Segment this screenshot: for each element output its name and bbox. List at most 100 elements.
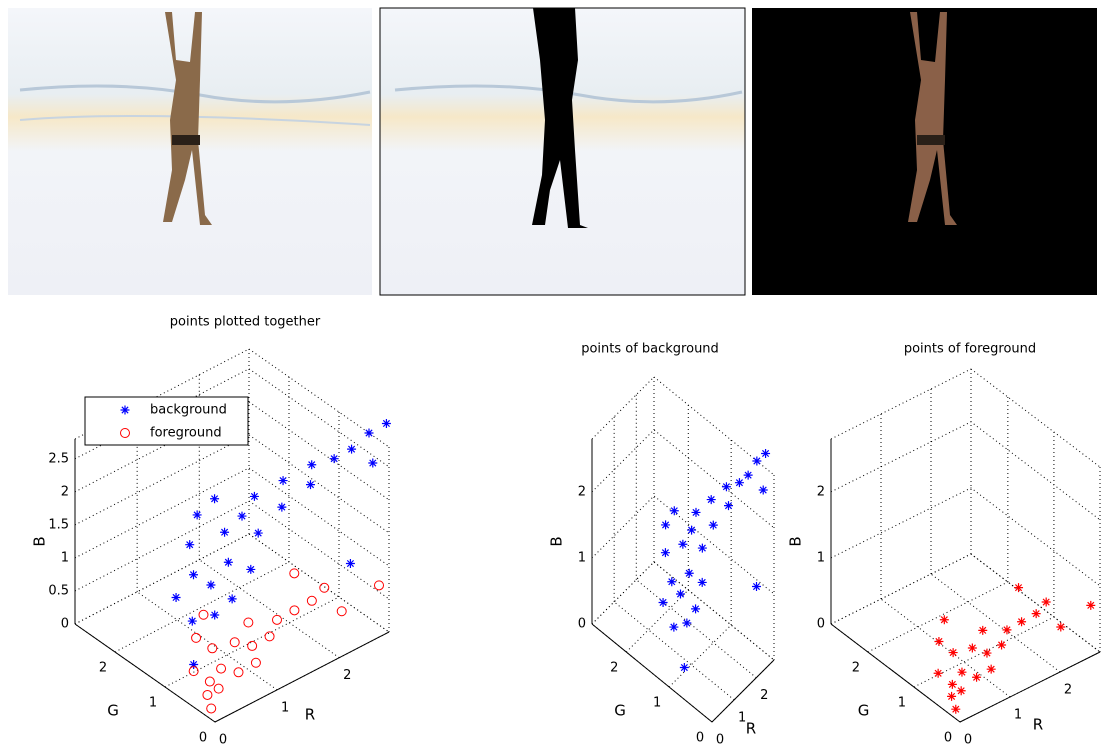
point xyxy=(244,618,253,627)
legend-label: background xyxy=(150,403,227,418)
point xyxy=(685,569,694,578)
grid-line xyxy=(165,597,339,687)
box-edge xyxy=(831,554,971,624)
grid-line xyxy=(626,590,688,652)
g-tick-label: 1 xyxy=(898,696,906,711)
r-axis xyxy=(960,652,1100,722)
g-tick-label: 0 xyxy=(199,731,207,746)
point xyxy=(949,648,958,657)
point xyxy=(273,615,282,624)
point xyxy=(203,690,212,699)
point xyxy=(752,582,761,591)
b-axis-label: B xyxy=(31,536,49,546)
g-tick-label: 2 xyxy=(99,661,107,676)
g-axis-label: G xyxy=(107,702,119,720)
box-edge xyxy=(831,369,971,439)
point xyxy=(1042,598,1051,607)
g-tick-label: 0 xyxy=(944,731,952,746)
point xyxy=(968,643,977,652)
grid-line xyxy=(914,617,1054,687)
point xyxy=(220,528,229,537)
g-tick-label: 2 xyxy=(852,661,860,676)
grid-line xyxy=(592,430,774,528)
b-axis-label: B xyxy=(787,536,805,546)
legend-marker xyxy=(121,406,130,415)
point xyxy=(330,454,339,463)
g-tick-label: 0 xyxy=(696,731,704,746)
point xyxy=(193,510,202,519)
chart-title: points of background xyxy=(581,342,719,357)
point xyxy=(199,610,208,619)
box-edge xyxy=(654,562,774,660)
r-axis-label: R xyxy=(305,706,315,724)
point xyxy=(382,419,391,428)
r-tick-label: 2 xyxy=(1064,683,1072,698)
r-tick-label: 2 xyxy=(343,668,351,683)
point xyxy=(724,501,733,510)
point xyxy=(972,673,981,682)
point xyxy=(661,520,670,529)
point xyxy=(1014,583,1023,592)
point xyxy=(205,677,214,686)
point xyxy=(947,692,956,701)
grid-line xyxy=(75,534,389,632)
point xyxy=(680,663,689,672)
g-tick-label: 2 xyxy=(610,661,618,676)
chart-title: points plotted together xyxy=(170,315,321,330)
point xyxy=(682,619,691,628)
point xyxy=(735,478,744,487)
box-edge xyxy=(592,562,654,624)
point xyxy=(670,506,679,515)
point xyxy=(234,668,243,677)
point xyxy=(1032,609,1041,618)
point xyxy=(248,641,257,650)
point xyxy=(290,569,299,578)
grid-line xyxy=(831,488,1100,586)
point xyxy=(230,638,239,647)
point xyxy=(948,680,957,689)
b-tick-label: 2 xyxy=(817,484,825,499)
point xyxy=(375,581,384,590)
point xyxy=(692,508,701,517)
r-tick-label: 1 xyxy=(281,700,289,715)
b-tick-label: 2.5 xyxy=(48,451,69,466)
point xyxy=(982,649,991,658)
point xyxy=(669,623,678,632)
point xyxy=(940,615,949,624)
b-tick-label: 1 xyxy=(578,550,586,565)
point xyxy=(306,480,315,489)
point xyxy=(934,669,943,678)
b-axis-label: B xyxy=(548,536,566,546)
point xyxy=(698,578,707,587)
b-tick-label: 0 xyxy=(61,617,69,632)
grid-line xyxy=(75,501,389,599)
grid-line xyxy=(75,468,389,566)
point xyxy=(246,565,255,574)
point xyxy=(214,684,223,693)
point xyxy=(1086,601,1095,610)
point xyxy=(307,460,316,469)
point xyxy=(759,486,768,495)
box-edge xyxy=(971,369,1100,467)
b-tick-label: 0 xyxy=(817,617,825,632)
point xyxy=(957,668,966,677)
legend-label: foreground xyxy=(150,426,222,441)
point xyxy=(346,559,355,568)
grid-line xyxy=(592,562,774,660)
series xyxy=(659,449,771,672)
grid-line xyxy=(137,592,277,690)
grid-line xyxy=(669,625,731,687)
point xyxy=(172,593,181,602)
chart-title: points of foreground xyxy=(904,342,1036,357)
point xyxy=(185,540,194,549)
point xyxy=(1017,617,1026,626)
point xyxy=(337,607,346,616)
box-edge xyxy=(249,534,389,632)
g-axis xyxy=(75,624,215,722)
point xyxy=(934,637,943,646)
photo-mask xyxy=(380,8,745,295)
point xyxy=(307,596,316,605)
point xyxy=(320,583,329,592)
point xyxy=(365,429,374,438)
point xyxy=(368,459,377,468)
